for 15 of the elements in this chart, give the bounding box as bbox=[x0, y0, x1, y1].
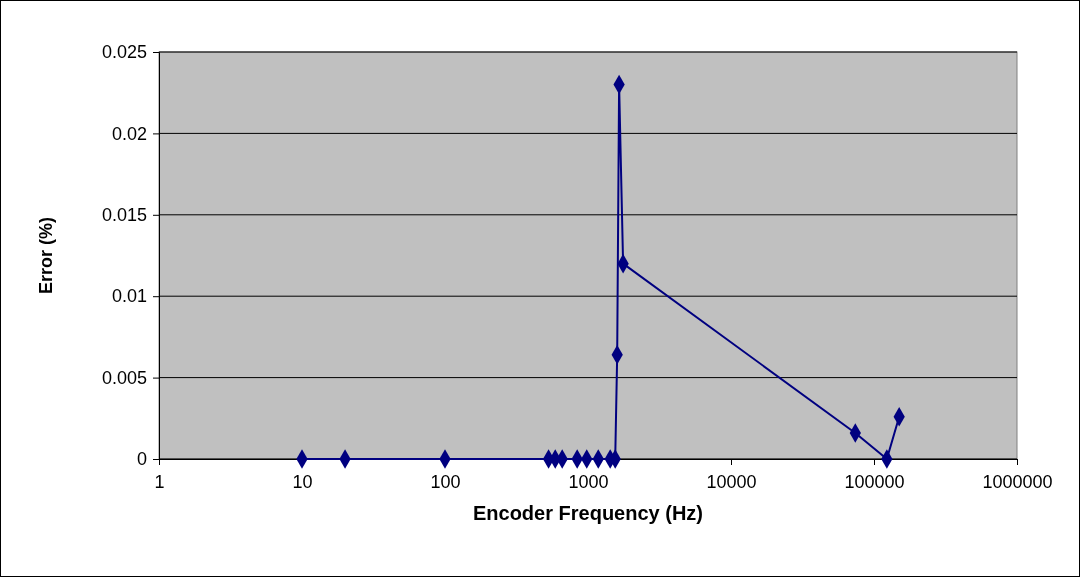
x-tick-label: 100 bbox=[430, 471, 461, 492]
y-tick-label: 0.025 bbox=[101, 42, 147, 63]
x-tick-label: 100000 bbox=[844, 471, 905, 492]
y-tick-label: 0.015 bbox=[101, 205, 147, 226]
x-tick-label: 10 bbox=[292, 471, 313, 492]
x-tick-label: 1000000 bbox=[982, 471, 1053, 492]
x-tick-label: 1 bbox=[154, 471, 165, 492]
x-tick-label: 1000 bbox=[568, 471, 609, 492]
y-tick-label: 0.005 bbox=[101, 367, 147, 388]
y-tick-label: 0 bbox=[136, 449, 147, 470]
x-tick-label: 10000 bbox=[706, 471, 757, 492]
y-tick-label: 0.01 bbox=[111, 286, 147, 307]
x-axis-title: Encoder Frequency (Hz) bbox=[472, 502, 704, 524]
y-tick-label: 0.02 bbox=[111, 123, 147, 144]
y-axis-title: Error (%) bbox=[36, 216, 56, 295]
